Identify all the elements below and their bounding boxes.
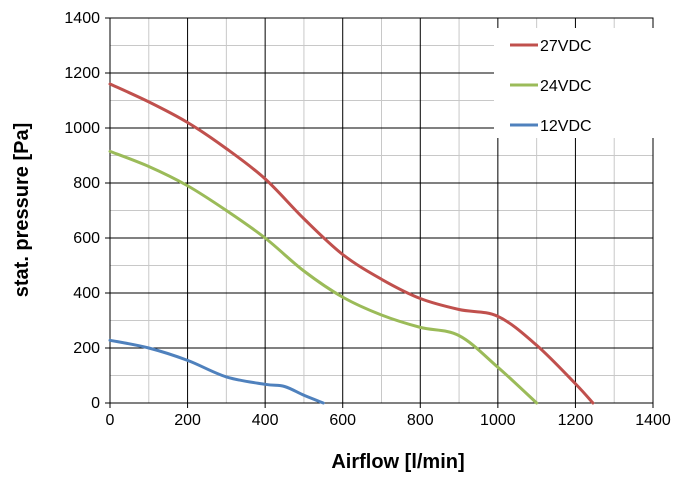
x-tick-label: 1000 [480, 412, 516, 429]
legend: 27VDC 24VDC 12VDC [494, 28, 654, 138]
legend-label-12vdc: 12VDC [540, 118, 592, 135]
y-tick-label: 400 [73, 285, 100, 302]
x-tick-label: 400 [252, 412, 279, 429]
series-line-12vdc [108, 338, 325, 405]
y-tick-label: 200 [73, 340, 100, 357]
plot-area-border [109, 17, 654, 404]
series-line-27vdc [108, 82, 595, 405]
data-series [108, 82, 595, 405]
series-line-24vdc [108, 149, 539, 405]
x-tick-label: 800 [407, 412, 434, 429]
y-tick-label: 800 [73, 175, 100, 192]
x-tick-label: 1400 [635, 412, 671, 429]
y-tick-label: 600 [73, 230, 100, 247]
legend-label-24vdc: 24VDC [540, 78, 592, 95]
y-tick-label: 1400 [64, 10, 100, 27]
y-tick-label: 0 [91, 395, 100, 412]
x-tick-label: 200 [174, 412, 201, 429]
x-tick-label: 600 [329, 412, 356, 429]
x-tick-label: 0 [106, 412, 115, 429]
y-tick-label: 1000 [64, 120, 100, 137]
x-tick-label: 1200 [558, 412, 594, 429]
y-tick-label: 1200 [64, 65, 100, 82]
axes: 0 200 400 600 800 1000 1200 1400 0 200 400 600 800 10… [64, 10, 670, 429]
x-axis-title: Airflow [l/min] [331, 451, 464, 473]
y-axis-title: stat. pressure [Pa] [11, 123, 33, 298]
legend-label-27vdc: 27VDC [540, 38, 592, 55]
